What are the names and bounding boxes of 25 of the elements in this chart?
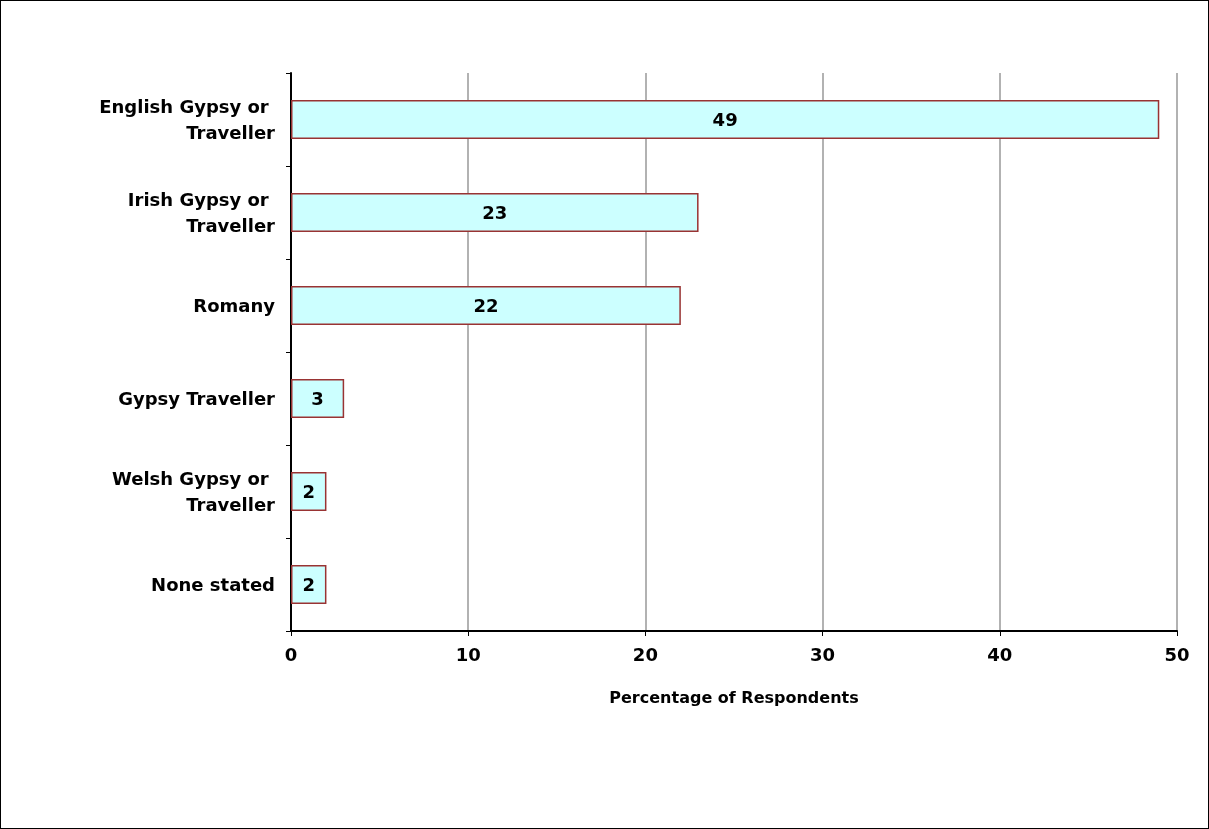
bar [291,99,1160,140]
data-label: 23 [482,202,508,223]
data-label: 22 [473,295,499,316]
bar [291,285,681,326]
x-tick-label: 0 [284,643,298,665]
bar [291,378,345,419]
x-tick-label: 40 [987,643,1013,665]
x-tick-label: 30 [810,643,836,665]
data-label: 49 [712,109,738,130]
x-tick-label: 20 [632,643,658,665]
data-label: 2 [302,574,315,595]
bar [291,564,327,605]
y-tick-label: Welsh Gypsy or Traveller [111,468,276,515]
x-tick-label: 50 [1164,643,1190,665]
y-tick-label: English Gypsy or Traveller [99,96,276,143]
y-tick-label: Irish Gypsy or Traveller [127,189,276,236]
bar [291,471,327,512]
bar [291,192,699,233]
y-tick-label: Romany [193,295,276,316]
x-tick-label: 10 [455,643,481,665]
y-tick-label: None stated [151,574,275,595]
y-tick-label: Gypsy Traveller [118,388,276,409]
data-label: 3 [311,388,324,409]
data-label: 2 [302,481,315,502]
x-axis-title: Percentage of Respondents [609,687,859,707]
